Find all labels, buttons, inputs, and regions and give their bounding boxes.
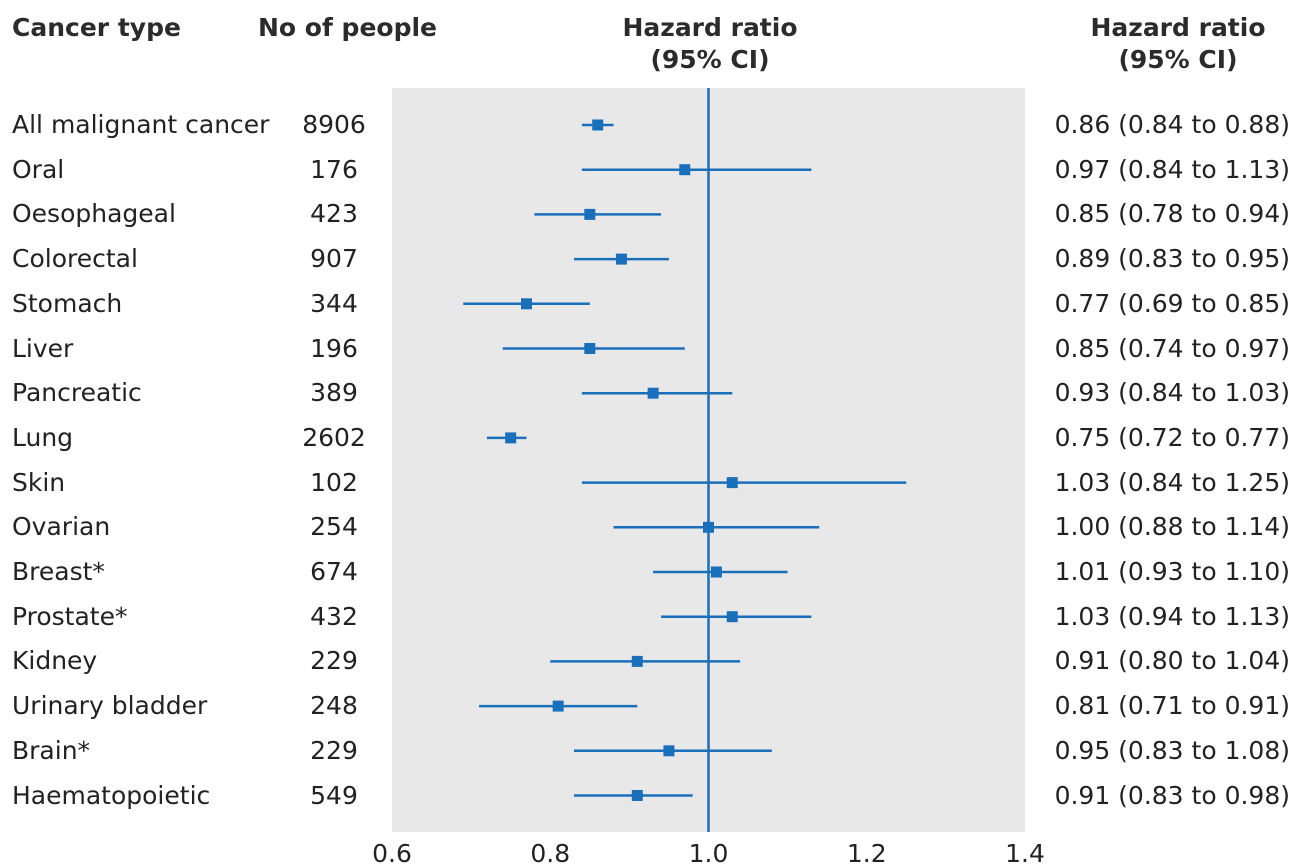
header-hazard-ratio-plot: Hazard ratio (95% CI) <box>590 12 830 76</box>
row-count: 907 <box>310 244 358 274</box>
point-estimate <box>552 700 564 712</box>
row-label: Stomach <box>12 288 123 318</box>
x-tick-label: 0.6 <box>372 839 412 865</box>
row-hazard-ratio-text: 0.85 (0.78 to 0.94) <box>1054 199 1290 229</box>
point-estimate <box>631 790 643 801</box>
point-estimate <box>631 655 643 667</box>
point-estimate <box>615 253 627 265</box>
point-estimate <box>663 745 675 757</box>
row-count: 549 <box>310 780 358 810</box>
row-label: Haematopoietic <box>12 780 211 810</box>
point-estimate <box>584 343 596 354</box>
row-label: Urinary bladder <box>12 691 208 721</box>
row-hazard-ratio-text: 0.95 (0.83 to 1.08) <box>1054 735 1290 765</box>
row-count: 102 <box>310 467 358 497</box>
point-estimate <box>647 387 659 399</box>
row-count: 432 <box>310 601 358 631</box>
row-count: 254 <box>310 512 358 542</box>
row-label: Skin <box>12 467 66 497</box>
row-label: Lung <box>12 422 74 452</box>
header-hazard-ratio-plot-line1: Hazard ratio <box>622 13 798 42</box>
x-tick-label: 1.2 <box>847 839 887 865</box>
header-hazard-ratio-text: Hazard ratio (95% CI) <box>1060 12 1296 76</box>
row-label: Ovarian <box>12 512 111 542</box>
row-label: Pancreatic <box>12 378 142 408</box>
row-label: Colorectal <box>12 244 138 274</box>
point-estimate <box>521 298 533 310</box>
row-count: 389 <box>310 378 358 408</box>
row-hazard-ratio-text: 0.86 (0.84 to 0.88) <box>1054 110 1290 139</box>
point-estimate <box>679 164 691 176</box>
row-count: 423 <box>310 199 358 229</box>
x-tick-label: 1.0 <box>689 839 729 865</box>
point-estimate <box>592 119 604 131</box>
row-hazard-ratio-text: 0.81 (0.71 to 0.91) <box>1054 691 1290 721</box>
point-estimate <box>703 521 714 533</box>
header-hazard-ratio-plot-line2: (95% CI) <box>650 45 770 74</box>
header-cancer-type: Cancer type <box>12 13 181 42</box>
row-hazard-ratio-text: 1.01 (0.93 to 1.10) <box>1054 557 1290 586</box>
row-count: 176 <box>310 154 358 184</box>
point-estimate <box>584 208 596 220</box>
row-hazard-ratio-text: 0.97 (0.84 to 1.13) <box>1054 154 1290 184</box>
row-label: Prostate* <box>12 601 128 631</box>
row-label: Liver <box>12 333 74 363</box>
row-label: Kidney <box>12 646 98 676</box>
row-hazard-ratio-text: 0.89 (0.83 to 0.95) <box>1054 244 1290 274</box>
row-label: All malignant cancer <box>12 110 270 139</box>
row-count: 674 <box>310 557 358 586</box>
row-hazard-ratio-text: 1.03 (0.84 to 1.25) <box>1054 467 1290 497</box>
point-estimate <box>710 566 722 578</box>
row-label: Oesophageal <box>12 199 176 229</box>
row-hazard-ratio-text: 0.85 (0.74 to 0.97) <box>1054 333 1290 363</box>
row-hazard-ratio-text: 0.91 (0.83 to 0.98) <box>1054 780 1290 810</box>
row-label: Breast* <box>12 557 105 586</box>
x-tick-label: 1.4 <box>1005 839 1045 865</box>
row-count: 248 <box>310 691 358 721</box>
header-hazard-ratio-text-line2: (95% CI) <box>1118 45 1238 74</box>
row-hazard-ratio-text: 0.77 (0.69 to 0.85) <box>1054 288 1290 318</box>
row-count: 344 <box>310 288 358 318</box>
row-hazard-ratio-text: 0.91 (0.80 to 1.04) <box>1054 646 1290 676</box>
point-estimate <box>726 477 738 489</box>
row-hazard-ratio-text: 1.03 (0.94 to 1.13) <box>1054 601 1290 631</box>
row-hazard-ratio-text: 0.75 (0.72 to 0.77) <box>1054 422 1290 452</box>
row-count: 229 <box>310 735 358 765</box>
row-label: Brain* <box>12 735 91 765</box>
row-hazard-ratio-text: 0.93 (0.84 to 1.03) <box>1054 378 1290 408</box>
point-estimate <box>726 611 738 623</box>
row-label: Oral <box>12 154 65 184</box>
point-estimate <box>505 432 517 444</box>
row-count: 8906 <box>302 110 366 139</box>
x-tick-label: 0.8 <box>530 839 570 865</box>
row-count: 2602 <box>302 422 366 452</box>
row-hazard-ratio-text: 1.00 (0.88 to 1.14) <box>1054 512 1290 542</box>
row-count: 229 <box>310 646 358 676</box>
header-no-of-people: No of people <box>258 13 438 42</box>
row-count: 196 <box>310 333 358 363</box>
header-hazard-ratio-text-line1: Hazard ratio <box>1090 13 1266 42</box>
